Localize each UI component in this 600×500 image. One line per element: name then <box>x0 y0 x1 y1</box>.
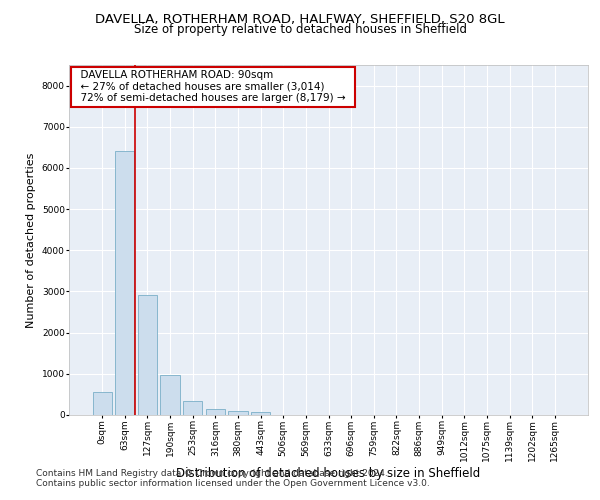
Bar <box>229 410 248 415</box>
Bar <box>206 408 225 415</box>
Text: Size of property relative to detached houses in Sheffield: Size of property relative to detached ho… <box>133 22 467 36</box>
Bar <box>251 412 270 415</box>
Bar <box>138 295 157 415</box>
Bar <box>183 401 202 415</box>
Text: DAVELLA, ROTHERHAM ROAD, HALFWAY, SHEFFIELD, S20 8GL: DAVELLA, ROTHERHAM ROAD, HALFWAY, SHEFFI… <box>95 12 505 26</box>
Bar <box>115 150 134 415</box>
Text: DAVELLA ROTHERHAM ROAD: 90sqm  
  ← 27% of detached houses are smaller (3,014)  : DAVELLA ROTHERHAM ROAD: 90sqm ← 27% of d… <box>74 70 352 103</box>
X-axis label: Distribution of detached houses by size in Sheffield: Distribution of detached houses by size … <box>176 467 481 480</box>
Bar <box>92 392 112 415</box>
Y-axis label: Number of detached properties: Number of detached properties <box>26 152 36 328</box>
Bar <box>160 376 180 415</box>
Text: Contains public sector information licensed under the Open Government Licence v3: Contains public sector information licen… <box>36 478 430 488</box>
Text: Contains HM Land Registry data © Crown copyright and database right 2024.: Contains HM Land Registry data © Crown c… <box>36 468 388 477</box>
